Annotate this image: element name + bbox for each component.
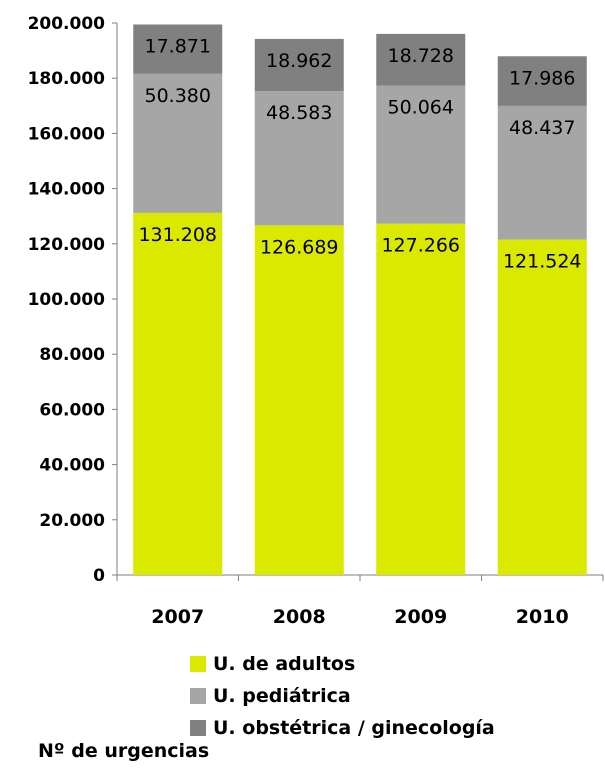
y-tick-label: 0 — [93, 566, 105, 586]
bar-segment — [133, 212, 223, 576]
y-tick-label: 20.000 — [39, 511, 105, 531]
bar-segment — [376, 223, 466, 575]
data-label: 121.524 — [503, 251, 582, 273]
y-tick-label: 100.000 — [28, 290, 106, 310]
legend-swatch-pediatrica — [190, 688, 206, 704]
y-tick-label: 200.000 — [28, 14, 106, 34]
bar-segment — [497, 56, 587, 106]
data-label: 18.962 — [266, 50, 332, 72]
x-tick-label: 2010 — [516, 606, 569, 628]
legend-label-adultos: U. de adultos — [213, 653, 356, 675]
bar-segment — [376, 33, 466, 86]
legend-item-adultos: U. de adultos — [190, 648, 495, 680]
y-tick-label: 180.000 — [28, 69, 106, 89]
bar-segment — [497, 105, 587, 240]
x-tick-label: 2007 — [151, 606, 204, 628]
bar-segment — [133, 24, 223, 74]
bar-segment — [376, 85, 466, 224]
data-label: 17.986 — [509, 67, 575, 89]
legend-item-pediatrica: U. pediátrica — [190, 680, 495, 712]
footnote: Nº de urgencias — [38, 740, 210, 762]
bar-segment — [254, 38, 344, 92]
chart: 0 20.000 40.000 60.000 80.000 100.000 120.000 1… — [28, 14, 604, 628]
y-tick-label: 140.000 — [28, 180, 106, 200]
bar-segment — [254, 225, 344, 575]
legend-label-obstetrica: U. obstétrica / ginecología — [213, 717, 495, 739]
y-tick-label: 60.000 — [39, 400, 105, 420]
data-label: 17.871 — [145, 35, 211, 57]
data-label: 131.208 — [138, 224, 217, 246]
data-label: 50.064 — [388, 97, 454, 119]
y-tick-label: 80.000 — [39, 345, 105, 365]
bars — [133, 24, 587, 576]
x-tick-label: 2008 — [273, 606, 326, 628]
legend-swatch-adultos — [190, 656, 206, 672]
data-labels: 131.208 50.380 17.871 126.689 48.583 18.962 12… — [138, 35, 581, 272]
bar-segment — [497, 239, 587, 576]
data-label: 48.437 — [509, 117, 575, 139]
axes: 0 20.000 40.000 60.000 80.000 100.000 120.000 1… — [28, 14, 604, 628]
y-tick-label: 40.000 — [39, 456, 105, 476]
data-label: 127.266 — [381, 235, 460, 257]
legend-label-pediatrica: U. pediátrica — [213, 685, 351, 707]
data-label: 48.583 — [266, 102, 332, 124]
bar-segment — [133, 73, 223, 213]
x-tick-label: 2009 — [394, 606, 447, 628]
y-tick-label: 160.000 — [28, 124, 106, 144]
legend: U. de adultos U. pediátrica U. obstétric… — [190, 648, 495, 744]
bar-segment — [254, 91, 344, 226]
data-label: 126.689 — [260, 236, 339, 258]
y-tick-label: 120.000 — [28, 235, 106, 255]
legend-item-obstetrica: U. obstétrica / ginecología — [190, 712, 495, 744]
data-label: 50.380 — [145, 85, 211, 107]
data-label: 18.728 — [388, 45, 454, 67]
legend-swatch-obstetrica — [190, 720, 206, 736]
